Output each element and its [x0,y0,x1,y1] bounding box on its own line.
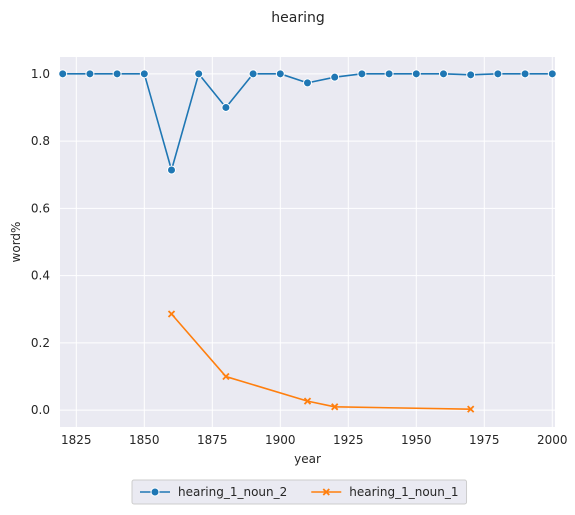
x-marker-stroke [222,372,230,381]
data-point [331,403,339,411]
y-tick-label: 0.2 [31,336,50,350]
legend-label: hearing_1_noun_2 [178,485,287,499]
data-point [438,69,448,79]
data-point [547,69,557,79]
data-point [357,69,367,79]
y-tick-label: 0.8 [31,134,50,148]
x-axis-label: year [294,452,321,466]
data-point [384,69,394,79]
data-point [303,397,312,405]
data-point [150,487,160,497]
data-point [330,72,340,82]
data-point [275,69,285,79]
legend: hearing_1_noun_2 hearing_1_noun_1 [131,479,468,505]
data-point [139,69,149,79]
data-point [493,69,503,79]
x-tick-label: 1825 [61,433,92,447]
chart-title: hearing [271,10,324,26]
x-tick-label: 1975 [469,433,500,447]
y-tick-label: 1.0 [31,67,50,81]
x-marker-stroke [467,405,475,413]
data-point [248,69,258,79]
y-tick-label: 0.4 [31,269,50,283]
data-point [194,69,204,79]
data-point [58,69,68,79]
legend-label: hearing_1_noun_1 [349,485,458,499]
x-tick-labels: 1825 1850 1875 1900 1925 1950 1975 2000 [61,433,568,447]
series-1 [58,69,557,175]
legend-item: hearing_1_noun_2 [140,485,287,499]
data-point [520,69,530,79]
data-point [467,405,475,413]
data-point [303,78,312,88]
legend-item: hearing_1_noun_1 [311,485,459,499]
plot-area [60,57,555,427]
x-tick-label: 1875 [197,433,228,447]
y-tick-label: 0.6 [31,201,50,215]
data-point [322,488,330,496]
y-tick-label: 0.0 [31,403,50,417]
series-2 [167,310,475,413]
legend-box [131,479,468,505]
x-marker-stroke [331,403,339,411]
y-axis-label: word% [9,222,23,263]
x-tick-label: 1925 [333,433,364,447]
data-point [222,372,230,381]
data-point [167,165,177,175]
x-marker-stroke [303,397,312,405]
data-point [466,70,476,80]
x-tick-label: 1900 [265,433,296,447]
x-tick-label: 2000 [537,433,568,447]
data-point [411,69,421,79]
x-tick-label: 1950 [401,433,432,447]
data-point [221,102,231,112]
x-marker-stroke [322,488,330,496]
data-point [167,310,176,318]
series-layer [58,69,557,413]
data-point [85,69,95,79]
data-point [112,69,122,79]
x-tick-label: 1850 [129,433,160,447]
y-tick-labels: 0.0 0.2 0.4 0.6 0.8 1.0 [31,67,50,417]
x-marker-stroke [167,310,176,318]
